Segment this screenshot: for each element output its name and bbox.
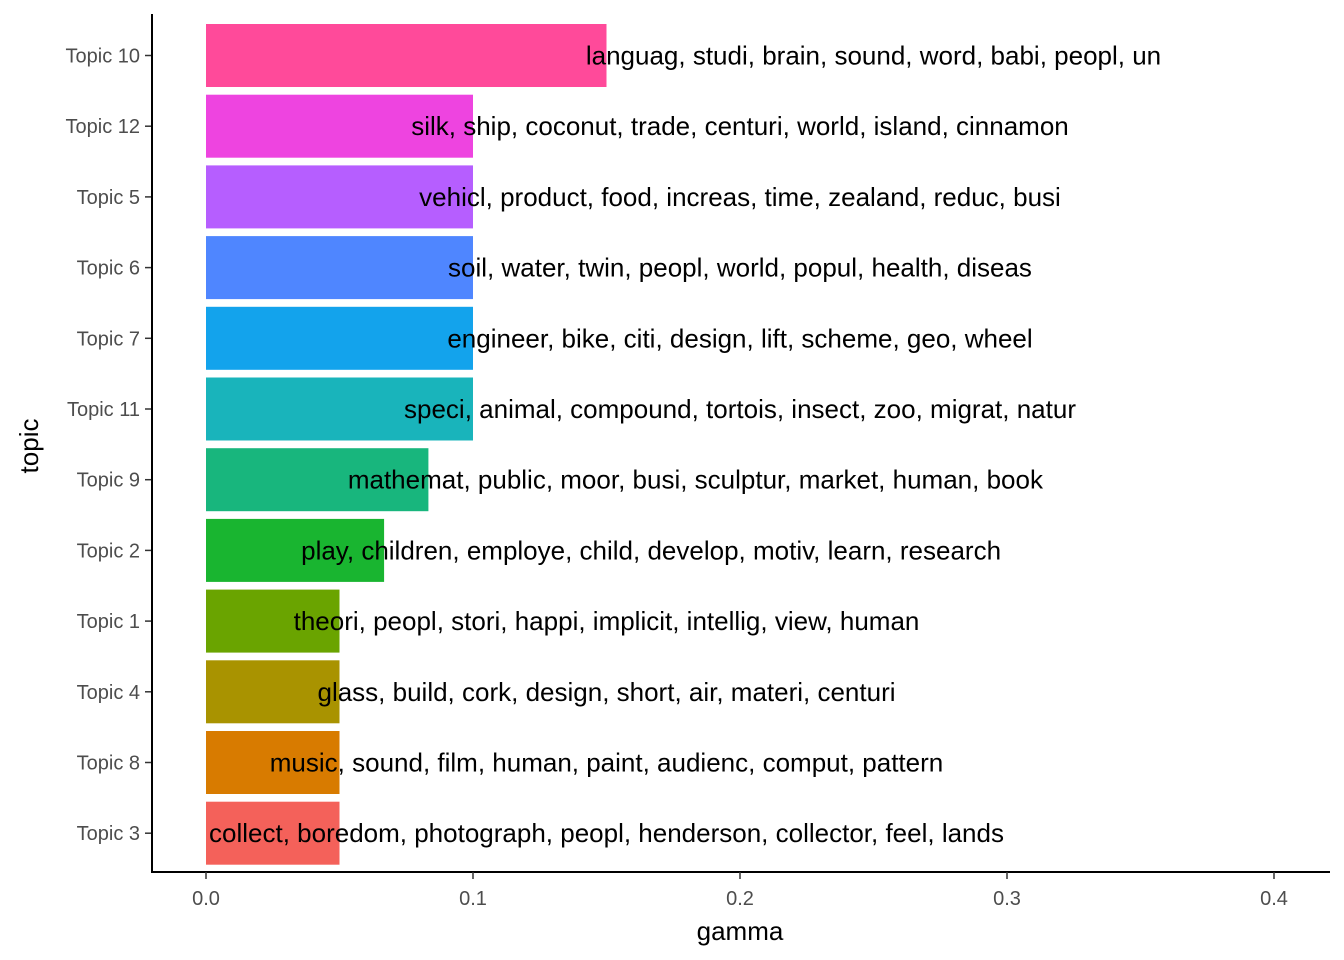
axes-layer: Topic 10 Topic 12 Topic 5 Topic 6 Topic 7 Top… [66, 14, 1330, 910]
bar-term-label: vehicl, product, food, increas, time, ze… [419, 182, 1061, 212]
bar-topic-6 [206, 236, 473, 300]
bar-term-label: engineer, bike, citi, design, lift, sche… [447, 323, 1032, 353]
bar-topic-1 [206, 589, 340, 653]
bar-term-label: mathemat, public, moor, busi, sculptur, … [348, 465, 1044, 495]
x-tick-label: 0.0 [192, 888, 220, 910]
y-tick-label: Topic 4 [77, 682, 140, 704]
bar-term-label: speci, animal, compound, tortois, insect… [404, 394, 1076, 424]
y-tick-label: Topic 5 [77, 187, 140, 209]
bar-topic-3 [206, 801, 340, 865]
x-tick-label: 0.4 [1260, 888, 1288, 910]
bar-term-label: languag, studi, brain, sound, word, babi… [586, 41, 1161, 71]
bar-term-label: play, children, employe, child, develop,… [301, 535, 1001, 565]
bar-term-label: collect, boredom, photograph, peopl, hen… [209, 818, 1004, 848]
y-tick-label: Topic 3 [77, 823, 140, 845]
bar-topic-2 [206, 518, 385, 582]
x-tick-label: 0.3 [993, 888, 1021, 910]
bar-topic-9 [206, 448, 429, 512]
y-tick-label: Topic 10 [66, 46, 141, 68]
y-tick-label: Topic 6 [77, 258, 140, 280]
y-tick-label: Topic 12 [66, 116, 141, 138]
bar-term-label: glass, build, cork, design, short, air, … [317, 677, 895, 707]
y-axis-title: topic [14, 419, 44, 474]
y-tick-label: Topic 11 [67, 399, 140, 421]
bar-term-label: music, sound, film, human, paint, audien… [270, 748, 943, 778]
x-axis-title: gamma [697, 916, 784, 946]
y-tick-label: Topic 2 [77, 540, 140, 562]
y-tick-label: Topic 9 [77, 470, 140, 492]
bar-labels-layer: languag, studi, brain, sound, word, babi… [209, 41, 1161, 849]
bar-term-label: soil, water, twin, peopl, world, popul, … [448, 253, 1032, 283]
y-tick-label: Topic 1 [77, 611, 140, 633]
bar-topic-5 [206, 165, 473, 229]
bar-topic-8 [206, 731, 340, 794]
x-tick-label: 0.2 [726, 888, 754, 910]
bar-topic-7 [206, 306, 473, 370]
y-tick-label: Topic 7 [77, 328, 140, 350]
y-tick-label: Topic 8 [77, 753, 140, 775]
bar-term-label: silk, ship, coconut, trade, centuri, wor… [411, 111, 1069, 141]
x-tick-label: 0.1 [459, 888, 487, 910]
bar-topic-10 [206, 24, 607, 87]
bar-topic-4 [206, 660, 340, 724]
bars-layer [206, 24, 607, 865]
bar-topic-12 [206, 94, 473, 158]
bar-term-label: theori, peopl, stori, happi, implicit, i… [294, 606, 920, 636]
bar-topic-11 [206, 377, 473, 441]
